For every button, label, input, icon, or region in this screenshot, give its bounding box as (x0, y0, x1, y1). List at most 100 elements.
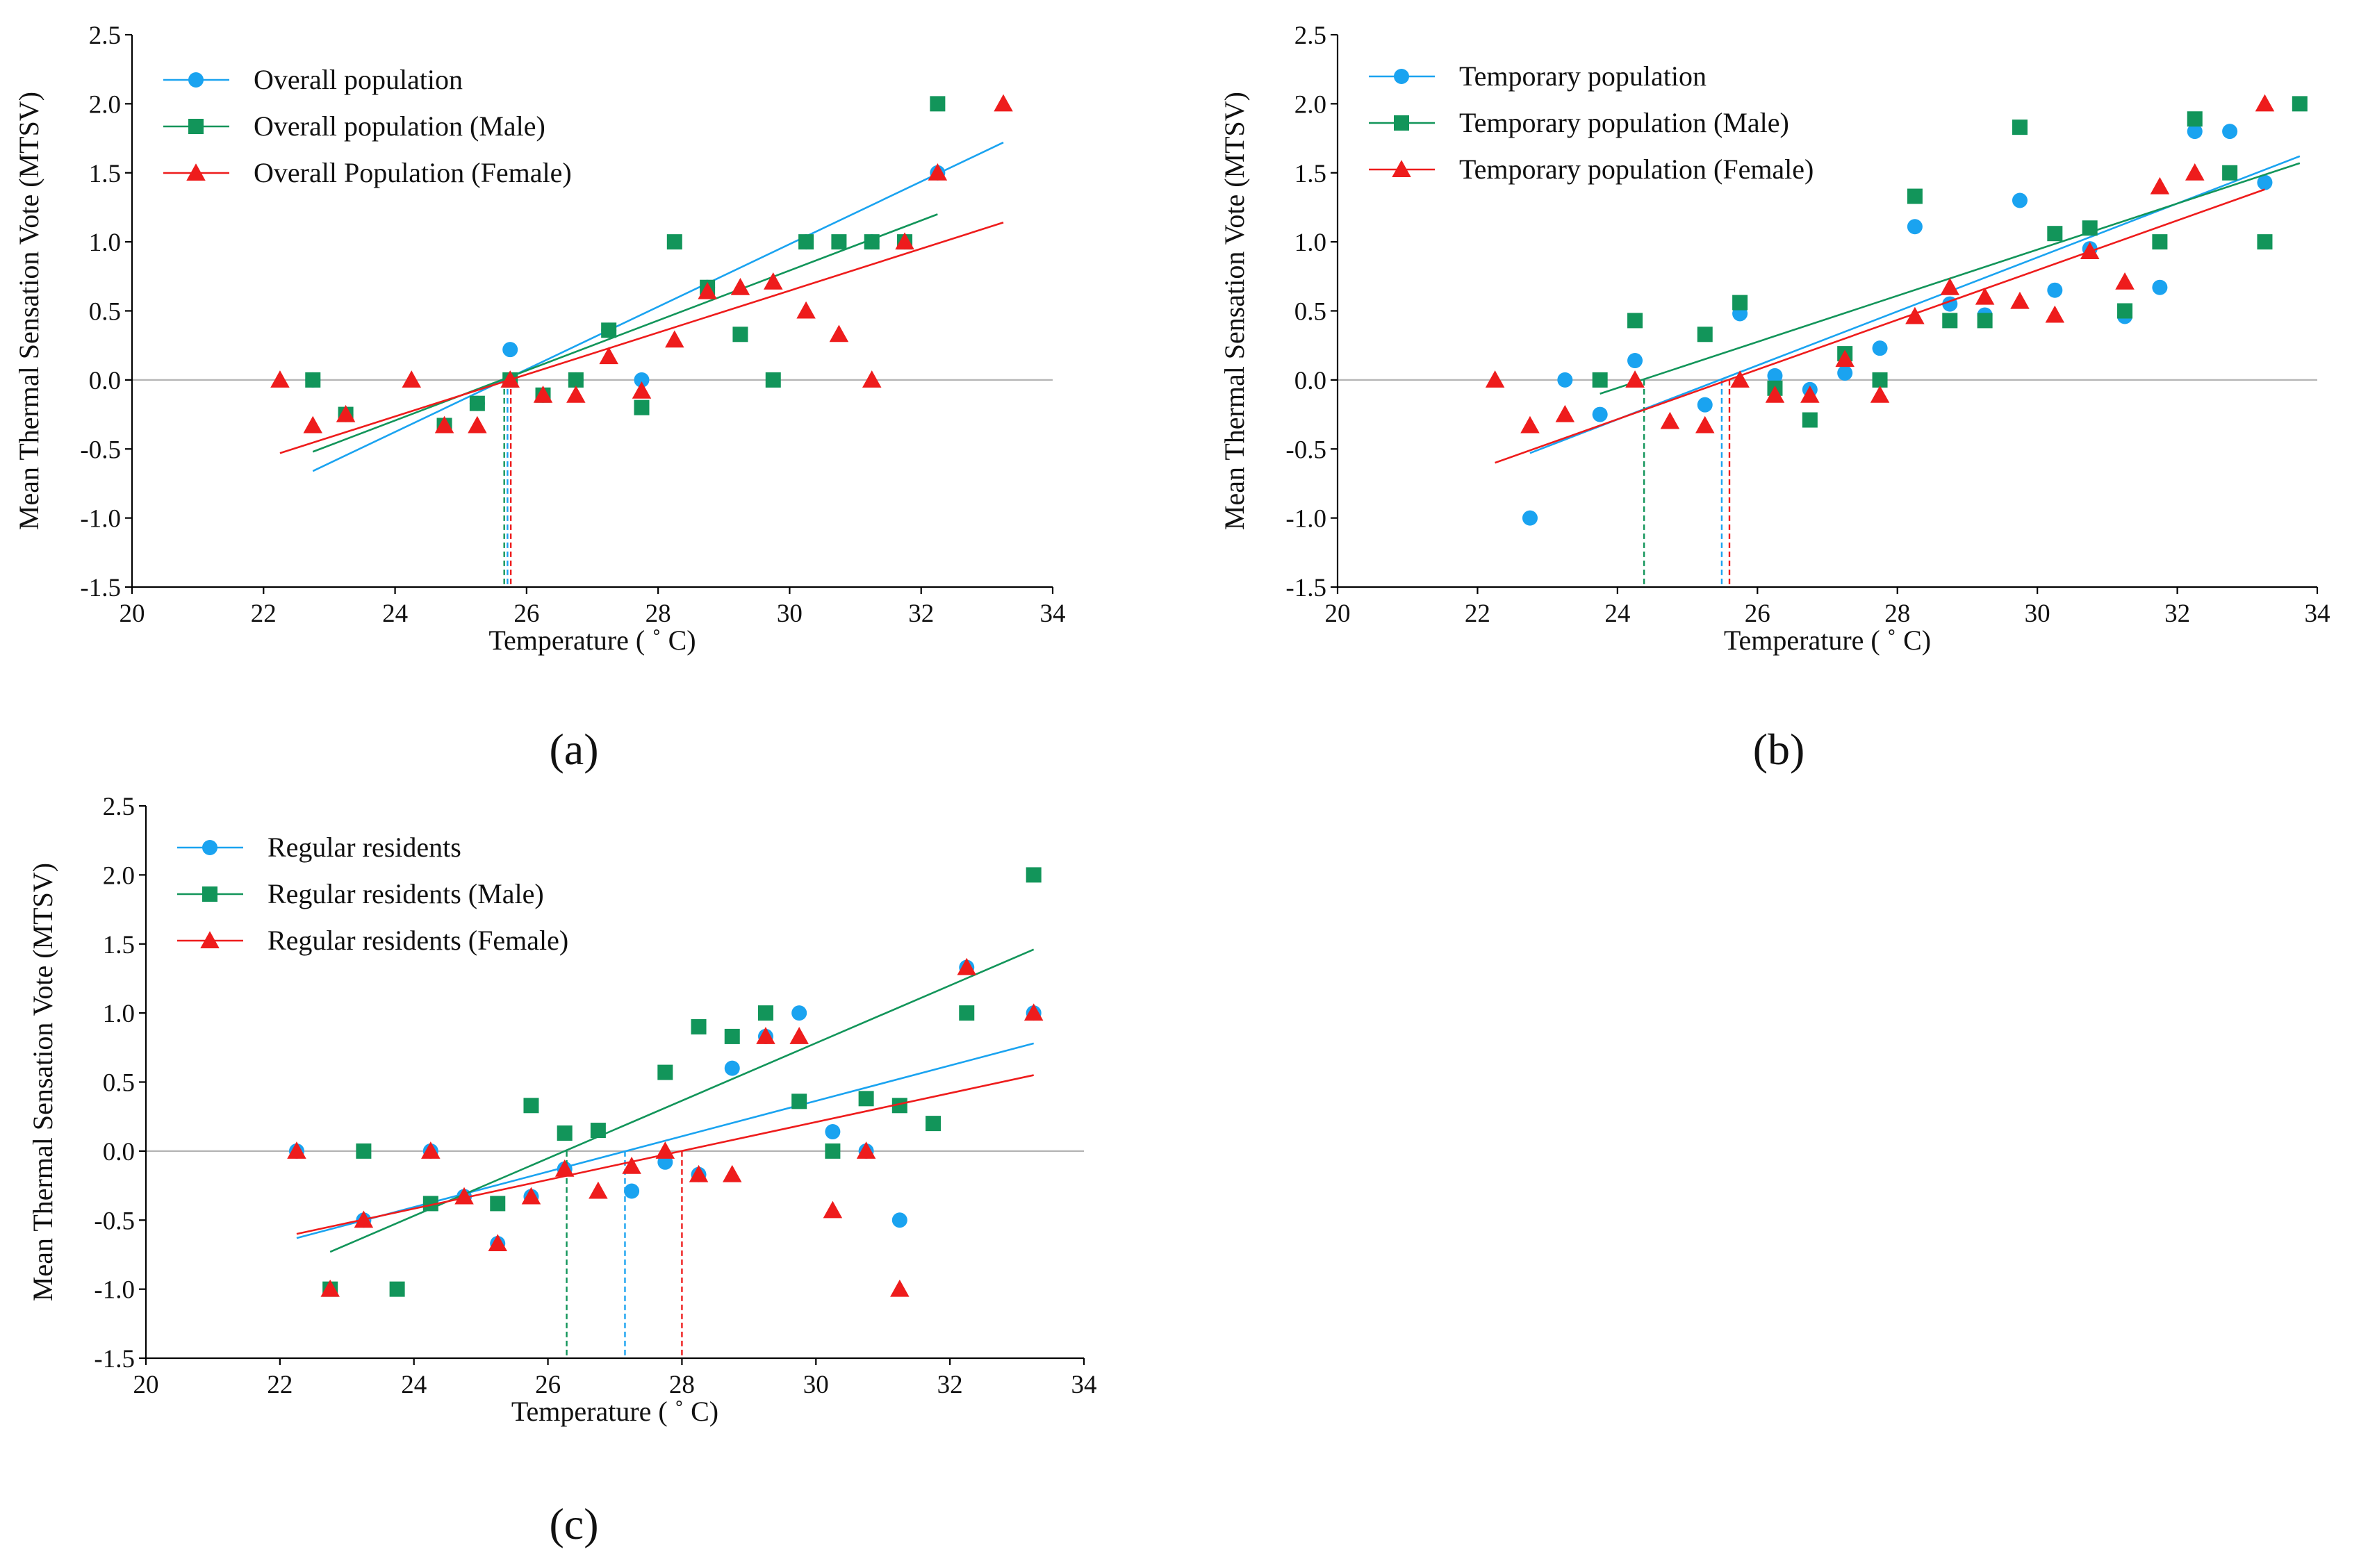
data-point (1026, 867, 1042, 883)
data-point (554, 1159, 575, 1177)
y-tick-label: 2.0 (89, 90, 121, 119)
legend-marker (1394, 69, 1409, 84)
y-tick-label: -1.0 (80, 505, 121, 534)
data-point (1625, 370, 1645, 388)
x-tick-label: 32 (2164, 600, 2190, 628)
data-point (926, 1116, 942, 1132)
data-point (1695, 415, 1715, 434)
y-tick-label: 0.0 (1294, 367, 1326, 395)
y-tick-label: 0.0 (89, 367, 121, 395)
data-point (2010, 291, 2030, 309)
data-point (2045, 305, 2065, 323)
x-tick-label: 28 (669, 1371, 695, 1399)
legend-label: Regular residents (Male) (268, 878, 544, 909)
x-tick-label: 26 (1745, 600, 1770, 628)
fit-line (312, 141, 1004, 472)
y-tick-label: 2.5 (1294, 22, 1326, 50)
data-point (2255, 94, 2275, 112)
data-point (2257, 234, 2273, 250)
legend-label: Overall population (Male) (254, 110, 545, 142)
chart-panel-b: -1.5 -1.0 -0.5 0.0 0.5 1.0 1.5 2.0 2.5 20 22 24 26 28… (1219, 22, 2330, 656)
fit-line (312, 213, 938, 453)
data-point (270, 370, 290, 388)
data-point (287, 1141, 306, 1159)
data-point (1522, 510, 1538, 526)
data-point (698, 281, 717, 299)
data-point (2187, 124, 2203, 140)
data-point (1732, 295, 1748, 311)
data-point (1520, 415, 1540, 434)
data-point (1907, 219, 1923, 235)
data-point (957, 957, 976, 975)
data-point (724, 1060, 740, 1076)
legend-label: Temporary population (1459, 60, 1707, 92)
y-tick-label: -0.5 (94, 1207, 135, 1235)
data-point (723, 1164, 742, 1182)
data-point (891, 1212, 907, 1228)
data-point (589, 1181, 608, 1199)
y-tick-label: -1.0 (1285, 505, 1326, 534)
legend-marker (186, 163, 206, 181)
fit-line (279, 222, 1004, 454)
data-point (829, 324, 849, 343)
data-point (1627, 313, 1643, 329)
data-point (798, 234, 814, 250)
y-tick-label: 2.5 (103, 793, 135, 821)
data-point (1975, 287, 1995, 305)
data-point (691, 1019, 707, 1034)
data-point (724, 1028, 740, 1044)
x-tick-label: 30 (777, 600, 803, 628)
legend-marker (202, 886, 217, 902)
data-point (500, 370, 520, 388)
data-point (831, 234, 847, 250)
data-point (732, 327, 748, 343)
data-point (1872, 372, 1888, 388)
data-point (336, 404, 356, 422)
y-tick-label: 1.0 (89, 229, 121, 257)
y-tick-label: -0.5 (1285, 436, 1326, 464)
chart-panel-c: -1.5 -1.0 -0.5 0.0 0.5 1.0 1.5 2.0 2.5 20 22 24 26 28… (27, 793, 1097, 1427)
data-point (825, 1143, 841, 1159)
x-tick-label: 20 (133, 1371, 159, 1399)
data-point (1767, 368, 1783, 383)
data-point (402, 370, 421, 388)
x-tick-label: 34 (1040, 600, 1066, 628)
y-tick-label: 1.5 (89, 160, 121, 188)
data-point (757, 1005, 773, 1021)
y-tick-label: 1.0 (103, 1000, 135, 1028)
legend-label: Regular residents (268, 832, 461, 863)
y-tick-label: 2.0 (1294, 90, 1326, 119)
x-tick-label: 34 (2305, 600, 2330, 628)
data-point (1697, 327, 1713, 343)
data-point (568, 372, 584, 388)
data-point (1872, 340, 1888, 356)
fit-line (296, 1042, 1035, 1239)
data-point (622, 1156, 641, 1174)
x-tick-label: 28 (1884, 600, 1910, 628)
data-point (2187, 111, 2203, 127)
data-point (666, 234, 682, 250)
data-point (756, 1027, 775, 1044)
legend-marker (188, 119, 204, 134)
data-point (2082, 220, 2098, 236)
x-tick-label: 32 (937, 1371, 963, 1399)
data-point (765, 372, 781, 388)
x-tick-label: 20 (1325, 600, 1351, 628)
data-point (930, 96, 946, 112)
y-axis-title: Mean Thermal Sensation Vote (MTSV) (13, 92, 44, 530)
data-point (469, 395, 485, 411)
data-point (856, 1141, 876, 1159)
data-point (356, 1143, 372, 1159)
data-point (1837, 365, 1853, 381)
data-point (454, 1187, 474, 1205)
y-tick-label: -1.5 (94, 1345, 135, 1373)
data-point (557, 1125, 573, 1141)
data-point (858, 1091, 874, 1107)
data-point (1730, 370, 1750, 388)
data-point (890, 1279, 910, 1297)
x-tick-label: 24 (1604, 600, 1630, 628)
y-tick-label: -1.0 (94, 1276, 135, 1305)
data-point (421, 1141, 441, 1159)
panel-c-label: (c) (549, 1499, 598, 1549)
data-point (566, 385, 586, 403)
